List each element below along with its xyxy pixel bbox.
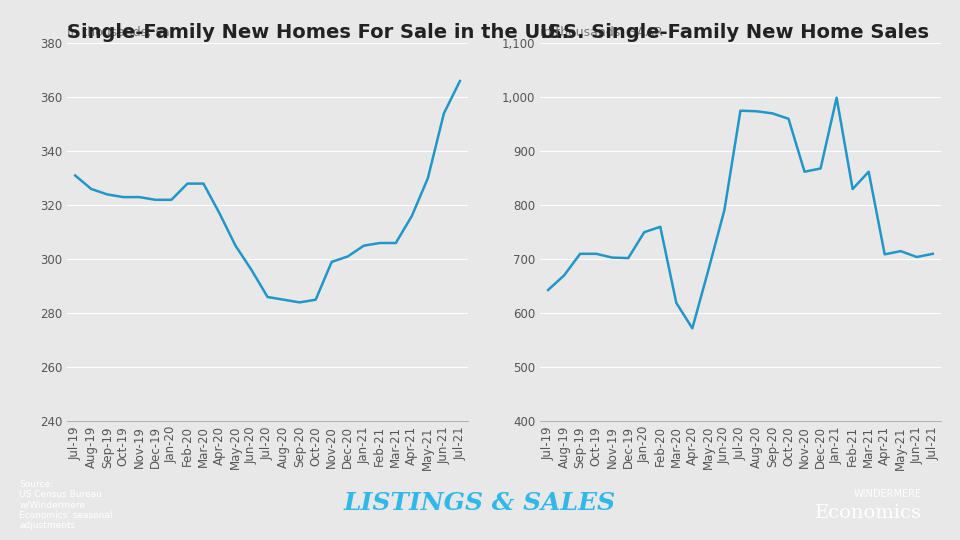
Text: LISTINGS & SALES: LISTINGS & SALES: [344, 491, 616, 516]
Text: in thousands; sa: in thousands; sa: [67, 26, 170, 39]
Text: WINDERMERE: WINDERMERE: [853, 489, 922, 500]
Text: Source:
US Census Bureau
w/Windermere
Economics' seasonal
adjustments: Source: US Census Bureau w/Windermere Ec…: [19, 480, 112, 530]
Text: in thousands; SAAR: in thousands; SAAR: [540, 26, 663, 39]
Text: Economics: Economics: [815, 504, 922, 522]
Text: U.S. Single-Family New Home Sales: U.S. Single-Family New Home Sales: [540, 23, 929, 42]
Text: Single-Family New Homes For Sale in the U.S.: Single-Family New Homes For Sale in the …: [67, 23, 569, 42]
